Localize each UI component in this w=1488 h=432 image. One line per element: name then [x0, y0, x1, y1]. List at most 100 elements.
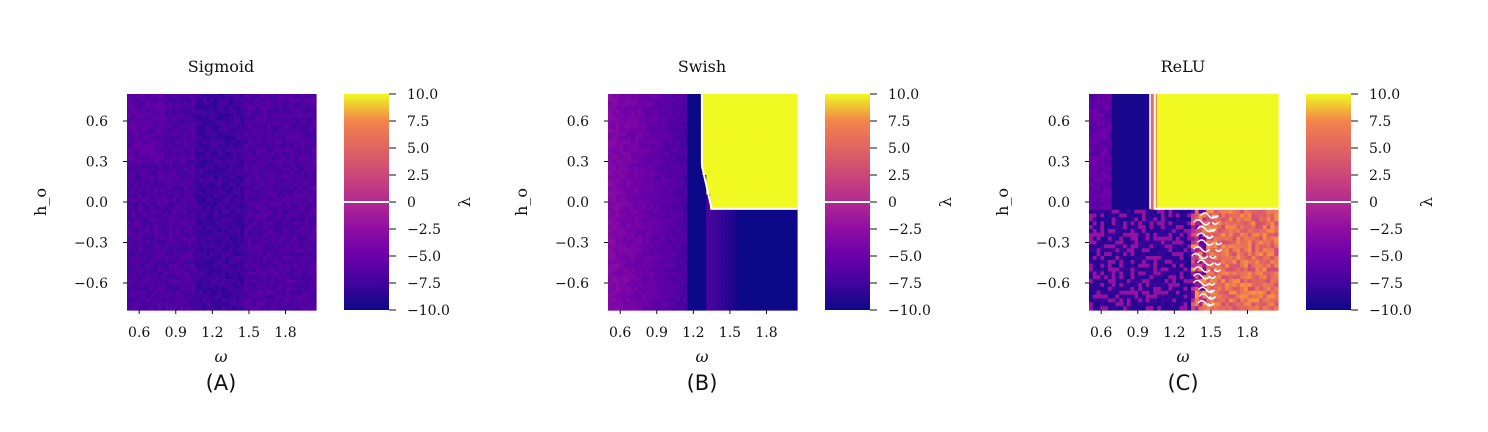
- heatmap-cell: [293, 290, 298, 296]
- heatmap-cell: [728, 190, 734, 195]
- heatmap-cell: [645, 240, 651, 246]
- heatmap-cell: [638, 209, 643, 215]
- heatmap-cell: [145, 163, 151, 168]
- heatmap-cell: [679, 128, 685, 134]
- heatmap-cell: [793, 236, 798, 242]
- heatmap-cell: [664, 182, 670, 188]
- heatmap-cell: [210, 128, 215, 134]
- heatmap-cell: [183, 294, 189, 300]
- heatmap-cell: [278, 113, 283, 118]
- heatmap-cell: [297, 182, 302, 188]
- heatmap-cell: [195, 194, 200, 199]
- heatmap-cell: [142, 267, 147, 273]
- heatmap-cell: [244, 178, 249, 184]
- heatmap-cell: [270, 140, 276, 145]
- heatmap-cell: [183, 298, 189, 303]
- heatmap-cell: [770, 221, 775, 226]
- heatmap-cell: [308, 244, 313, 249]
- heatmap-cell: [781, 113, 787, 118]
- heatmap-cell: [676, 128, 681, 134]
- heatmap-cell: [266, 236, 272, 242]
- heatmap-cell: [740, 229, 745, 234]
- heatmap-cell: [206, 140, 211, 145]
- heatmap-cell: [676, 252, 681, 257]
- heatmap-cell: [702, 163, 707, 168]
- heatmap-cell: [793, 244, 798, 249]
- heatmap-cell: [225, 275, 230, 280]
- heatmap-cell: [774, 232, 779, 238]
- heatmap-cell: [630, 202, 636, 207]
- heatmap-cell: [259, 151, 264, 157]
- heatmap-cell: [725, 113, 730, 118]
- heatmap-cell: [278, 202, 283, 207]
- heatmap-cell: [187, 267, 192, 273]
- heatmap-cell: [153, 232, 158, 238]
- heatmap-cell: [744, 252, 749, 257]
- heatmap-cell: [138, 186, 143, 192]
- heatmap-cell: [202, 225, 207, 230]
- heatmap-cell: [259, 186, 264, 192]
- heatmap-cell: [694, 148, 700, 153]
- heatmap-cell: [759, 221, 764, 226]
- heatmap-cell: [266, 213, 272, 219]
- heatmap-cell: [247, 109, 253, 114]
- heatmap-cell: [191, 252, 196, 257]
- heatmap-cell: [766, 190, 772, 195]
- heatmap-cell: [236, 167, 241, 172]
- heatmap-cell: [668, 252, 673, 257]
- heatmap-cell: [728, 155, 734, 161]
- heatmap-cell: [187, 124, 192, 130]
- heatmap-cell: [195, 182, 200, 188]
- heatmap-cell: [164, 190, 170, 195]
- heatmap-cell: [176, 151, 181, 157]
- heatmap-cell: [683, 240, 688, 246]
- heatmap-cell: [281, 182, 287, 188]
- heatmap-cell: [634, 236, 639, 242]
- heatmap-cell: [191, 213, 196, 219]
- heatmap-cell: [281, 144, 287, 149]
- heatmap-cell: [251, 124, 257, 130]
- heatmap-cell: [213, 306, 219, 311]
- heatmap-cell: [142, 163, 147, 168]
- heatmap-cell: [300, 109, 306, 114]
- heatmap-cell: [198, 159, 204, 165]
- heatmap-cell: [293, 101, 298, 107]
- heatmap-cell: [781, 186, 787, 192]
- heatmap-cell: [183, 229, 189, 234]
- heatmap-cell: [293, 124, 298, 130]
- heatmap-cell: [721, 140, 726, 145]
- heatmap-cell: [270, 194, 276, 199]
- heatmap-cell: [676, 148, 681, 153]
- heatmap-cell: [263, 117, 268, 122]
- heatmap-cell: [736, 252, 741, 257]
- heatmap-cell: [198, 148, 204, 153]
- heatmap-cell: [247, 171, 253, 176]
- heatmap-cell: [161, 155, 166, 161]
- heatmap-cell: [244, 256, 249, 261]
- heatmap-cell: [702, 159, 707, 165]
- heatmap-cell: [308, 148, 313, 153]
- heatmap-cell: [142, 155, 147, 161]
- heatmap-cell: [623, 136, 628, 141]
- heatmap-cell: [751, 194, 757, 199]
- heatmap-cell: [736, 97, 741, 103]
- heatmap-cell: [297, 94, 302, 99]
- heatmap-cell: [660, 213, 666, 219]
- heatmap-cell: [672, 217, 677, 222]
- heatmap-cell: [217, 306, 223, 311]
- heatmap-cell: [702, 128, 707, 134]
- heatmap-cell: [679, 202, 685, 207]
- heatmap-cell: [623, 97, 628, 103]
- heatmap-cell: [747, 252, 753, 257]
- heatmap-cell: [634, 132, 639, 138]
- heatmap-cell: [728, 151, 734, 157]
- heatmap-cell: [774, 144, 779, 149]
- heatmap-cell: [187, 248, 192, 253]
- heatmap-cell: [706, 202, 711, 207]
- heatmap-cell: [717, 159, 722, 165]
- heatmap-cell: [187, 101, 192, 107]
- heatmap-cell: [300, 105, 306, 111]
- heatmap-cell: [747, 194, 753, 199]
- heatmap-cell: [183, 205, 189, 211]
- heatmap-cell: [240, 252, 245, 257]
